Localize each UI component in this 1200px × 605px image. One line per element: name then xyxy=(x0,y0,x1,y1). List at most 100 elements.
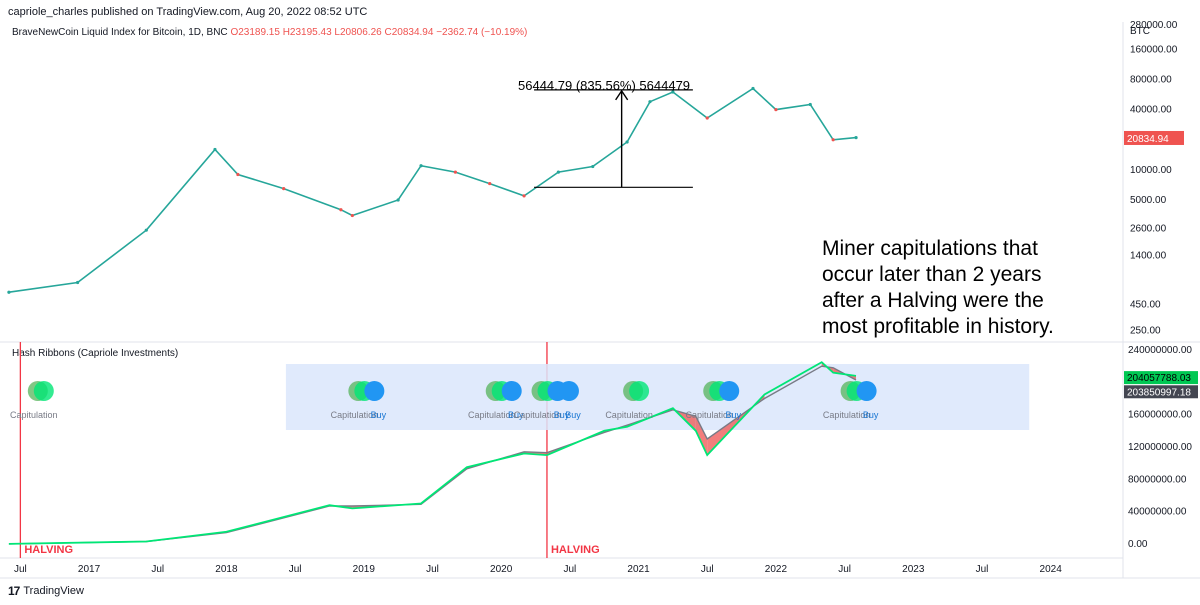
hash-series-green xyxy=(8,361,857,545)
hash-gray-label: 203850997.18 xyxy=(1127,387,1191,398)
halving-label: HALVING xyxy=(24,544,73,556)
time-tick-year: 2018 xyxy=(215,564,238,575)
capitulation-label: Capitulation xyxy=(605,410,653,420)
price-point xyxy=(591,164,595,169)
publish-line: capriole_charles published on TradingVie… xyxy=(8,6,368,18)
price-point xyxy=(339,208,343,212)
capitulation-label: Capitulation xyxy=(331,410,379,420)
buy-signal-dot xyxy=(856,381,877,401)
time-tick-year: 2021 xyxy=(627,564,650,575)
price-point xyxy=(625,140,629,144)
price-point xyxy=(350,213,354,218)
hash-tick-label: 80000000.00 xyxy=(1128,474,1187,485)
price-point xyxy=(213,147,217,152)
tradingview-logo-icon: 17 xyxy=(8,584,20,598)
capitulation-label: Capitulation xyxy=(468,410,516,420)
currency-label: BTC xyxy=(1130,26,1150,37)
hash-tick-label: 120000000.00 xyxy=(1128,442,1192,453)
annotation-text: Miner capitulations that occur later tha… xyxy=(822,236,1122,340)
last-price-label: 20834.94 xyxy=(1127,134,1169,145)
hash-ribbons-title: Hash Ribbons (Capriole Investments) xyxy=(12,348,178,359)
price-point xyxy=(774,108,778,112)
annotation-line: after a Halving were the xyxy=(822,289,1044,312)
price-series xyxy=(8,87,857,293)
time-tick-year: 2022 xyxy=(765,564,788,575)
price-tick-label: 250.00 xyxy=(1130,325,1161,336)
annotation-line: occur later than 2 years xyxy=(822,263,1042,286)
last-price-label-bg xyxy=(1124,130,1184,145)
buy-label: Buy xyxy=(863,410,879,420)
price-tick-label: 40000.00 xyxy=(1130,105,1172,116)
price-point xyxy=(831,138,835,142)
annotation-line: Miner capitulations that xyxy=(822,237,1038,260)
price-point xyxy=(488,181,492,186)
signal-highlight-box xyxy=(285,364,1030,430)
price-point xyxy=(808,102,812,107)
hash-tick-label: 0.00 xyxy=(1128,539,1148,550)
price-point xyxy=(522,194,526,198)
ohlc-value-o: O23189.15 xyxy=(230,27,282,38)
time-tick-month: Jul xyxy=(563,564,576,575)
header-bar: capriole_charles published on TradingVie… xyxy=(0,0,1200,22)
tradingview-footer[interactable]: 17 TradingView xyxy=(8,584,84,598)
price-point xyxy=(648,100,652,104)
measure-label: 56444.79 (835.56%) 5644479 xyxy=(518,78,690,93)
price-point xyxy=(854,136,858,140)
time-tick-month: Jul xyxy=(289,564,302,575)
ohlc-value-c: C20834.94 xyxy=(384,27,436,38)
ohlc-value-h: H23195.43 xyxy=(283,27,335,38)
price-tick-label: 280000.00 xyxy=(1130,20,1178,31)
price-tick-label: 80000.00 xyxy=(1130,74,1172,85)
time-tick-year: 2020 xyxy=(490,564,513,575)
tradingview-brand: TradingView xyxy=(23,585,84,597)
buy-label: Buy xyxy=(565,410,581,420)
buy-label: Buy xyxy=(554,410,570,420)
price-point xyxy=(556,170,561,174)
time-tick-month: Jul xyxy=(976,564,989,575)
price-tick-label: 450.00 xyxy=(1130,300,1161,311)
buy-label: Buy xyxy=(508,410,524,420)
annotation-line: most profitable in history. xyxy=(822,315,1054,338)
price-tick-label: 160000.00 xyxy=(1130,44,1178,55)
time-tick-month: Jul xyxy=(701,564,714,575)
ohlc-value-l: L20806.26 xyxy=(334,27,384,38)
time-tick-month: Jul xyxy=(838,564,851,575)
time-tick-year: 2023 xyxy=(902,564,925,575)
capitulation-label: Capitulation xyxy=(823,410,871,420)
capitulation-signal-dot xyxy=(629,381,650,401)
buy-label: Buy xyxy=(371,410,387,420)
time-tick-year: 2017 xyxy=(78,564,101,575)
time-tick-month: Jul xyxy=(426,564,439,575)
price-point xyxy=(453,170,457,174)
ohlc-value-change: −2362.74 (−10.19%) xyxy=(436,27,527,38)
price-point xyxy=(671,90,675,94)
price-title: BraveNewCoin Liquid Index for Bitcoin, 1… xyxy=(12,27,527,38)
buy-signal-dot xyxy=(558,381,579,401)
capitulation-label: Capitulation xyxy=(514,410,562,420)
price-point xyxy=(144,228,148,232)
hash-tick-label: 160000000.00 xyxy=(1128,410,1192,421)
time-tick-year: 2024 xyxy=(1040,564,1063,575)
ribbon-dip-fill xyxy=(695,416,708,456)
price-point xyxy=(282,187,286,191)
price-point xyxy=(419,164,423,168)
price-tick-label: 2600.00 xyxy=(1130,223,1167,234)
buy-signal-dot xyxy=(501,381,522,401)
buy-label: Buy xyxy=(725,410,741,420)
hash-gray-label-bg xyxy=(1124,385,1198,399)
price-point xyxy=(76,280,80,285)
hash-green-label: 204057788.03 xyxy=(1127,373,1191,384)
measure-arrow-head xyxy=(615,89,629,101)
price-point xyxy=(751,86,755,91)
hash-tick-label: 240000000.00 xyxy=(1128,345,1192,356)
halving-label: HALVING xyxy=(551,544,600,556)
hash-green-label-bg xyxy=(1124,371,1198,385)
price-title-text: BraveNewCoin Liquid Index for Bitcoin, 1… xyxy=(12,27,230,38)
price-point xyxy=(7,290,11,294)
price-tick-label: 1400.00 xyxy=(1130,250,1167,261)
time-tick-month: Jul xyxy=(151,564,164,575)
buy-signal-dot xyxy=(364,381,385,401)
capitulation-label: Capitulation xyxy=(10,410,58,420)
price-tick-label: 10000.00 xyxy=(1130,165,1172,176)
